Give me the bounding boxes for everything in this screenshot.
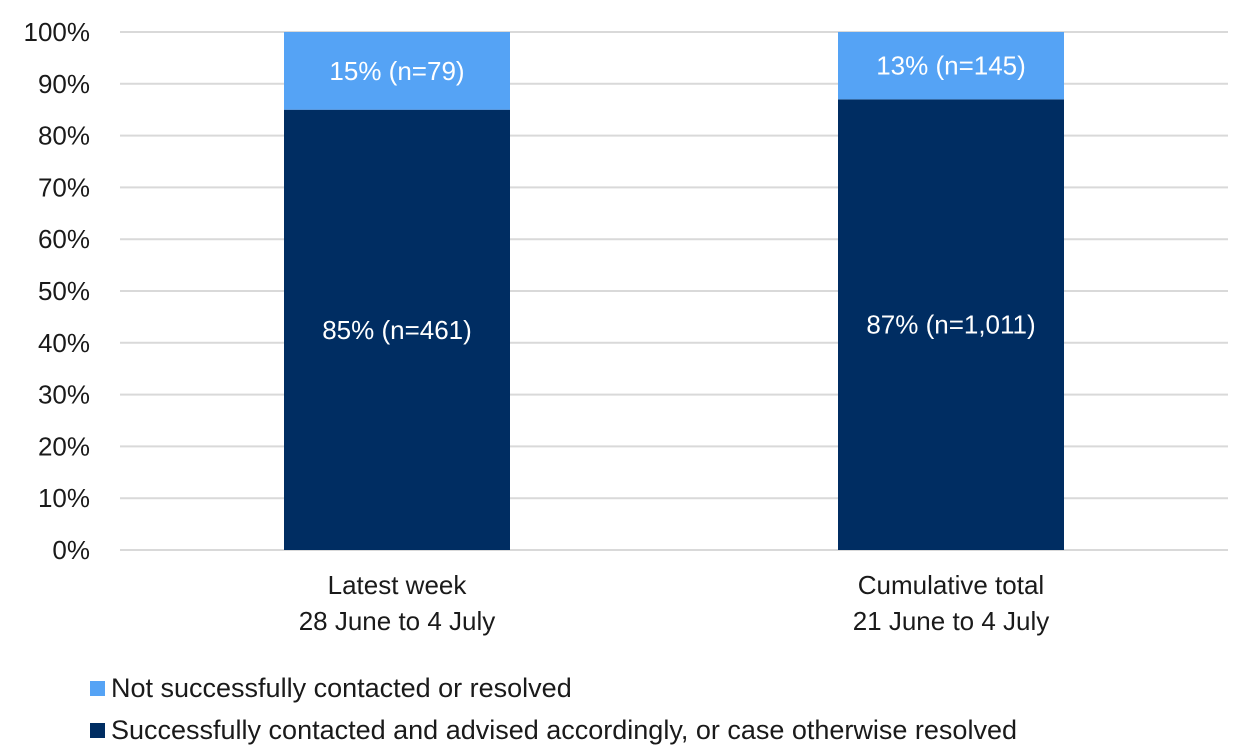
y-tick-label: 80% xyxy=(38,121,90,151)
y-tick-label: 100% xyxy=(24,17,91,47)
legend: Not successfully contacted or resolved S… xyxy=(90,668,1017,752)
data-label: 87% (n=1,011) xyxy=(866,310,1035,340)
bar-segment xyxy=(284,32,510,110)
data-label: 15% (n=79) xyxy=(329,56,464,86)
x-tick-label: Latest week xyxy=(328,570,468,600)
legend-item-contacted: Successfully contacted and advised accor… xyxy=(90,710,1017,750)
bar-segment xyxy=(838,99,1064,550)
y-tick-label: 0% xyxy=(52,535,90,565)
data-label: 13% (n=145) xyxy=(876,51,1026,81)
y-tick-label: 70% xyxy=(38,172,90,202)
x-tick-label: Cumulative total xyxy=(858,570,1044,600)
legend-swatch-contacted xyxy=(90,722,105,738)
x-tick-label: 28 June to 4 July xyxy=(299,606,496,636)
bar-segment xyxy=(284,109,510,550)
legend-item-not-contacted: Not successfully contacted or resolved xyxy=(90,668,1017,708)
y-tick-label: 20% xyxy=(38,431,90,461)
data-label: 85% (n=461) xyxy=(322,315,472,345)
y-tick-label: 40% xyxy=(38,328,90,358)
stacked-bar-chart: 0% 10% 20% 30% 40% 50% 60% 70% 80% 90% 100% 85% (n=… xyxy=(24,17,1228,636)
y-tick-label: 30% xyxy=(38,380,90,410)
y-tick-label: 10% xyxy=(38,483,90,513)
y-tick-label: 90% xyxy=(38,69,90,99)
y-tick-label: 60% xyxy=(38,224,90,254)
legend-label-not-contacted: Not successfully contacted or resolved xyxy=(111,672,572,703)
y-tick-label: 50% xyxy=(38,276,90,306)
x-tick-label: 21 June to 4 July xyxy=(853,606,1050,636)
legend-swatch-not-contacted xyxy=(90,680,105,696)
bar-segment xyxy=(838,32,1064,100)
legend-label-contacted: Successfully contacted and advised accor… xyxy=(111,714,1017,745)
